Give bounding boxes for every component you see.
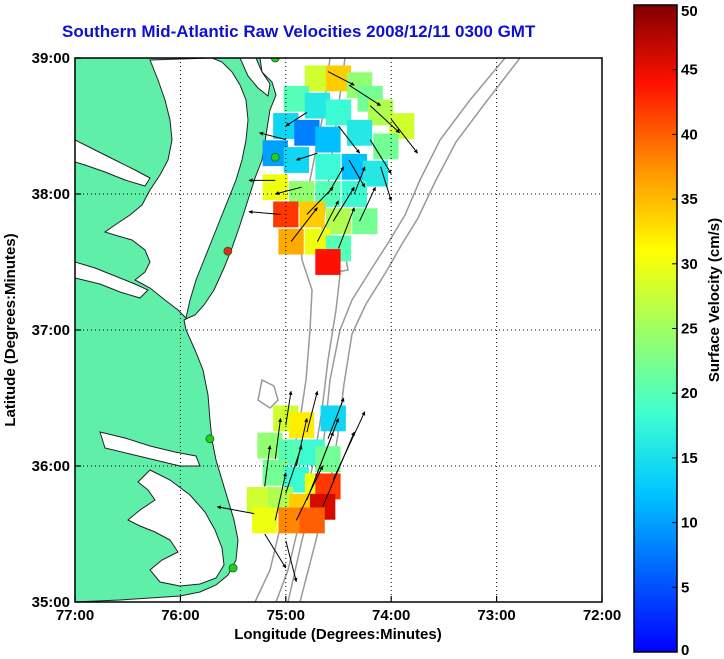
velocity-cell-south-15: [252, 507, 278, 534]
y-tick-label-4: 39:00: [32, 50, 70, 67]
velocity-cell-north-1: [325, 65, 352, 92]
velocity-vector-21: [338, 207, 355, 249]
velocity-vector-15: [248, 209, 281, 215]
velocity-vector-23: [306, 390, 319, 433]
velocity-vector-7: [259, 131, 286, 141]
velocity-vector-26: [295, 418, 309, 467]
velocity-vector-18: [359, 186, 376, 222]
velocity-cell-south-17: [299, 507, 325, 534]
water-river-lower: [75, 261, 149, 299]
velocity-vector-16: [306, 186, 334, 215]
colorbar-tick-label-9: 45: [681, 62, 698, 79]
y-tick-label-0: 35:00: [32, 594, 70, 611]
colorbar-label: Surface Velocity (cm/s): [706, 218, 723, 382]
water-river-upper: [75, 139, 151, 187]
velocity-vector-1: [348, 84, 381, 107]
velocity-cell-north-16: [315, 153, 341, 180]
velocity-cell-south-2: [320, 405, 346, 432]
velocity-vectors: [216, 71, 418, 582]
colorbar-tick-label-8: 40: [681, 126, 698, 143]
velocity-vector-19: [290, 207, 318, 242]
radar-sites: [205, 58, 280, 573]
radar-site-0: [270, 58, 280, 63]
velocity-vector-25: [274, 418, 283, 460]
x-tick-label-3: 74:00: [372, 607, 410, 624]
colorbar-tick-label-5: 25: [681, 321, 698, 338]
velocity-vector-12: [274, 186, 302, 196]
colorbar: [633, 4, 678, 653]
x-tick-label-1: 76:00: [161, 607, 199, 624]
colorbar-tick-label-6: 30: [681, 256, 698, 273]
velocity-vector-14: [353, 166, 366, 195]
colorbar-tick-label-2: 10: [681, 515, 698, 532]
velocity-vector-9: [348, 159, 366, 188]
velocity-vector-10: [380, 166, 393, 202]
velocity-vector-36: [264, 533, 287, 569]
velocity-vector-30: [285, 445, 303, 494]
velocity-cell-south-1: [288, 412, 315, 439]
colorbar-tick-label-1: 5: [681, 579, 689, 596]
x-axis-label: Longitude (Degrees:Minutes): [234, 626, 442, 643]
colorbar-tick-label-7: 35: [681, 191, 698, 208]
y-tick-label-1: 36:00: [32, 458, 70, 475]
colorbar-ticks: 0 5 10 15 20 25 30 35 40 45 50: [672, 3, 698, 659]
velocity-cell-south-16: [278, 507, 304, 534]
velocity-vector-5: [338, 125, 360, 154]
velocity-cell-north-26: [352, 208, 378, 235]
colorbar-tick-label-0: 0: [681, 642, 689, 659]
velocity-vector-8: [295, 152, 318, 161]
velocity-cell-north-11: [315, 126, 341, 153]
velocity-vector-32: [322, 431, 355, 507]
velocity-vector-4: [285, 111, 308, 127]
velocity-cell-north-10: [294, 119, 320, 146]
y-tick-label-3: 38:00: [32, 186, 70, 203]
radar-site-1: [270, 152, 280, 162]
colorbar-tick-label-4: 20: [681, 385, 698, 402]
velocity-cell-north-19: [262, 174, 288, 201]
x-tick-label-0: 77:00: [56, 607, 94, 624]
velocity-vector-17: [332, 186, 355, 222]
y-axis-ticks: 35:00 36:00 37:00 38:00 39:00: [32, 50, 81, 611]
water-chesapeake-bay: [103, 58, 249, 319]
velocity-cell-north-12: [346, 119, 373, 146]
water-delaware-bay: [239, 58, 271, 97]
x-tick-label-5: 72:00: [583, 607, 621, 624]
velocity-vector-22: [285, 390, 293, 426]
map-title: Southern Mid-Atlantic Raw Velocities 200…: [62, 22, 536, 41]
velocity-cell-north-15: [283, 147, 309, 173]
radar-site-2: [223, 246, 233, 256]
velocity-vector-6: [369, 139, 392, 174]
radar-site-3: [205, 434, 215, 444]
y-tick-label-2: 37:00: [32, 322, 70, 339]
x-axis-ticks: 77:00 76:00 75:00 74:00 73:00 72:00: [56, 596, 621, 624]
velocity-cell-north-4: [283, 85, 309, 112]
x-tick-label-4: 73:00: [477, 607, 515, 624]
velocity-vector-20: [316, 200, 339, 242]
velocity-vector-34: [274, 472, 287, 521]
map-grid: [75, 58, 602, 602]
velocity-vector-2: [369, 105, 400, 134]
velocity-cell-north-18: [362, 160, 389, 187]
colorbar-tick-label-10: 50: [681, 3, 698, 20]
water-pamlico-sound: [127, 469, 225, 587]
velocity-vector-37: [285, 540, 298, 582]
radar-site-4: [228, 563, 238, 573]
velocity-cell-north-13: [373, 133, 399, 160]
velocity-vector-0: [327, 71, 355, 86]
colorbar-tick-label-3: 15: [681, 450, 698, 467]
velocity-vector-3: [390, 118, 418, 154]
velocity-vector-35: [295, 465, 324, 521]
velocity-cell-north-30: [315, 249, 341, 275]
x-tick-label-2: 75:00: [267, 607, 305, 624]
velocity-vector-33: [216, 505, 255, 515]
velocity-cell-north-6: [325, 99, 352, 126]
y-axis-label: Latitude (Degrees:Minutes): [2, 233, 19, 426]
